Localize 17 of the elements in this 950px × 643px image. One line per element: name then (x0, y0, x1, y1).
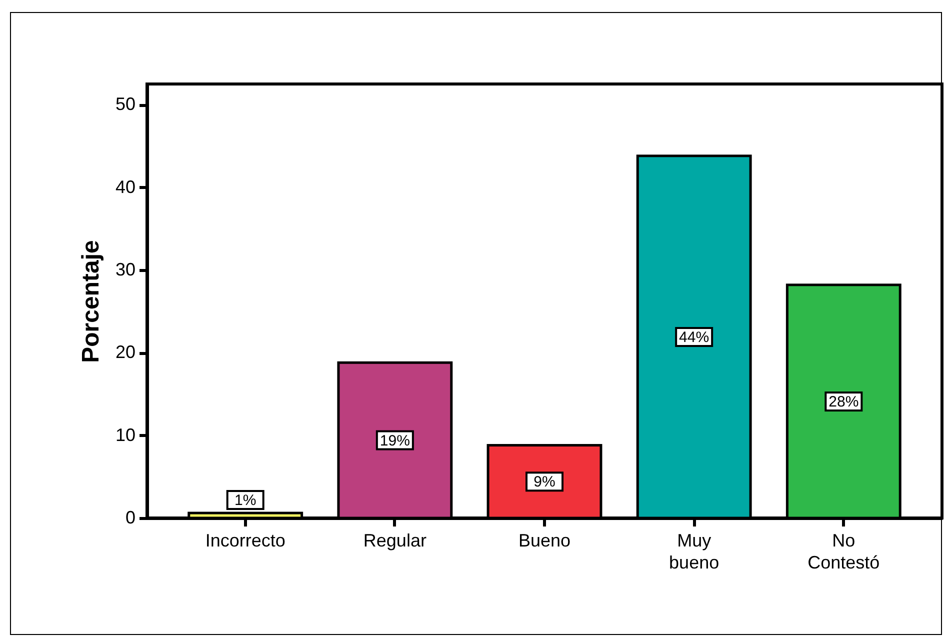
data-label: 28% (828, 393, 859, 410)
data-label: 1% (234, 492, 256, 510)
y-axis-title: Porcentaje (77, 240, 104, 363)
y-tick-label: 20 (115, 342, 136, 362)
x-tick-label: Bueno (518, 530, 571, 550)
data-label: 19% (380, 432, 410, 450)
x-tick-label: Regular (363, 530, 426, 550)
y-tick-label: 40 (115, 176, 136, 197)
data-label: 9% (534, 474, 556, 491)
y-tick-label: 0 (125, 508, 136, 528)
x-tick-label: Incorrecto (205, 530, 286, 550)
data-label: 44% (679, 328, 710, 346)
y-tick-label: 50 (115, 94, 136, 114)
x-tick-label: No Contestó (808, 530, 880, 572)
y-tick-label: 10 (115, 424, 136, 445)
x-tick-label: Muy bueno (669, 530, 720, 572)
y-tick-label: 30 (115, 260, 136, 280)
